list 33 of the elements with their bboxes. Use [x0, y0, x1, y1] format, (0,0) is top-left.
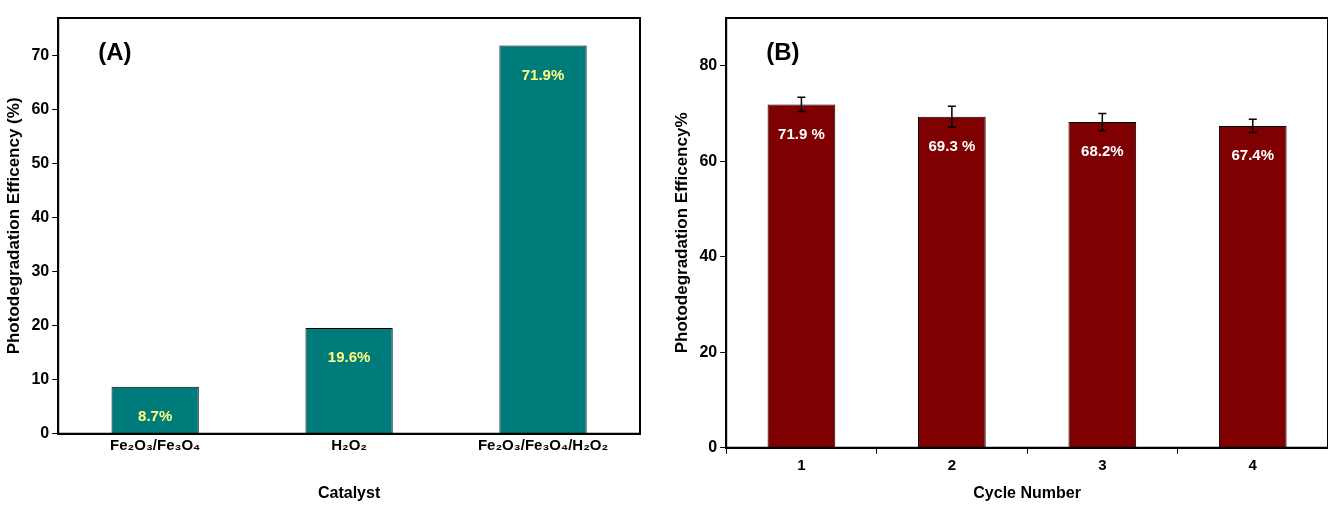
annotation: (A)	[98, 37, 132, 65]
data-label: 71.9%	[521, 65, 565, 83]
x-tick-label: 3	[1098, 455, 1107, 473]
x-tick-label: 1	[797, 455, 806, 473]
y-tick-label: 0	[708, 438, 718, 456]
x-tick-label: 2	[947, 455, 957, 473]
data-label: 68.2%	[1081, 142, 1124, 160]
x-axis-title: Cycle Number	[973, 483, 1081, 501]
x-tick-label: Fe₂O₃/Fe₃O₄/H₂O₂	[477, 435, 609, 453]
y-tick-label: 0	[40, 424, 50, 442]
annotation: (B)	[766, 37, 800, 65]
y-tick-label: 60	[31, 100, 50, 118]
y-axis-title: Photodegradation Efficency%	[671, 112, 691, 354]
y-tick-label: 80	[699, 56, 718, 74]
y-tick-label: 20	[699, 342, 718, 360]
data-label: 19.6%	[327, 348, 371, 366]
y-tick-label: 40	[699, 247, 718, 265]
y-tick-label: 20	[31, 316, 50, 334]
data-label: 8.7%	[138, 406, 173, 424]
x-tick-label: 4	[1248, 455, 1258, 473]
x-tick-label: Fe₂O₃/Fe₃O₄	[110, 435, 201, 453]
data-label: 69.3 %	[928, 136, 976, 154]
y-tick-label: 30	[31, 262, 50, 280]
y-tick-label: 40	[31, 208, 50, 226]
x-tick-label: H₂O₂	[331, 435, 368, 453]
y-tick-label: 50	[31, 154, 50, 172]
x-axis-title: Catalyst	[317, 483, 381, 501]
data-label: 71.9 %	[778, 124, 825, 142]
y-tick-label: 10	[31, 370, 50, 388]
y-tick-label: 70	[31, 46, 50, 64]
y-tick-label: 60	[699, 151, 718, 169]
data-label: 67.4%	[1231, 146, 1275, 164]
y-axis-title: Photodegradation Efficency (%)	[3, 97, 23, 355]
